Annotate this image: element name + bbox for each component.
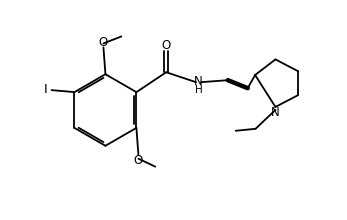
Text: H: H	[195, 85, 202, 95]
Text: N: N	[271, 106, 280, 119]
Text: N: N	[194, 75, 203, 88]
Text: O: O	[134, 154, 143, 167]
Text: O: O	[162, 39, 171, 52]
Text: O: O	[99, 36, 108, 49]
Text: I: I	[44, 83, 48, 96]
